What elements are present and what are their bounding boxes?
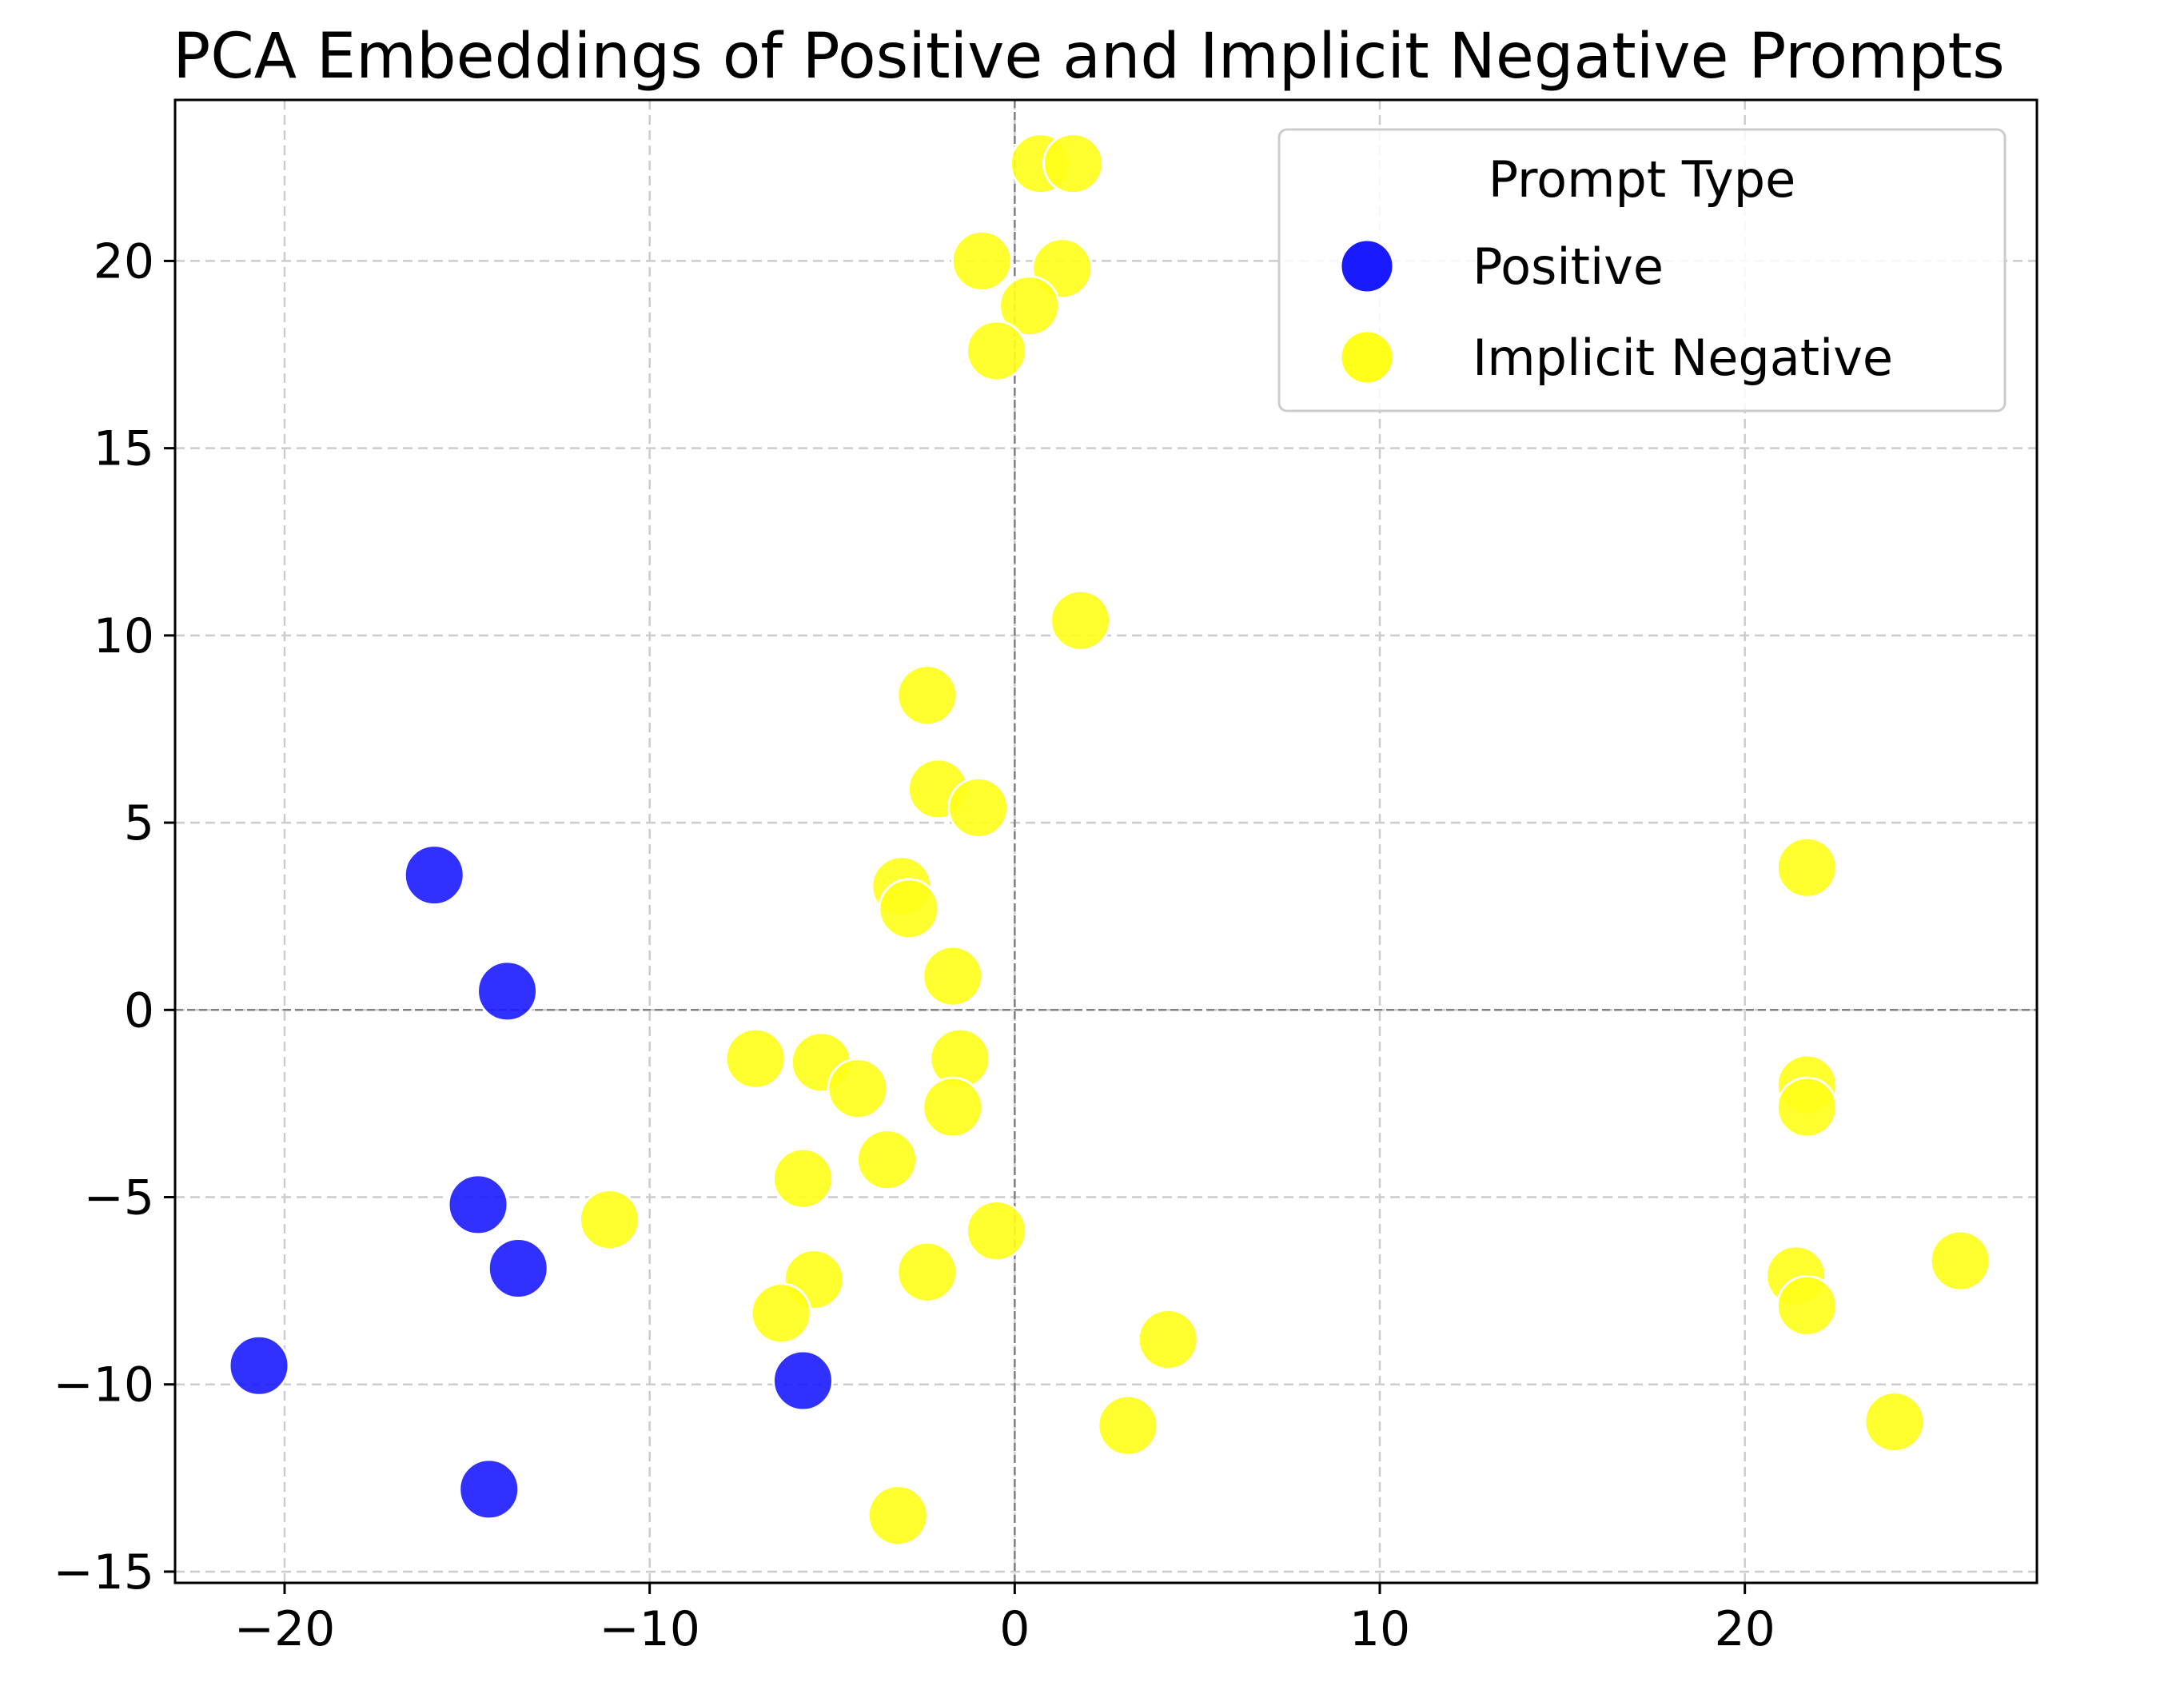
point-implicit-negative [878, 878, 940, 940]
point-implicit-negative [771, 1147, 834, 1210]
data-points [228, 133, 1991, 1547]
y-tick-label: −5 [84, 1170, 154, 1226]
point-positive [476, 960, 539, 1022]
y-tick-label: 20 [94, 233, 154, 289]
y-tick-label: 10 [94, 608, 154, 664]
point-implicit-negative [1137, 1309, 1199, 1371]
legend-label-implicit-negative: Implicit Negative [1473, 329, 1893, 387]
point-positive [458, 1458, 520, 1521]
x-tick-label: 20 [1714, 1601, 1775, 1657]
point-implicit-negative [1775, 1076, 1838, 1138]
point-implicit-negative [1042, 133, 1104, 195]
point-positive [447, 1174, 509, 1236]
point-positive [771, 1349, 834, 1412]
x-tick-label: −20 [234, 1601, 336, 1657]
y-tick-label: −10 [53, 1357, 154, 1413]
x-tick-label: −10 [599, 1601, 700, 1657]
point-implicit-negative [1050, 589, 1112, 652]
y-tick-label: 0 [124, 982, 154, 1038]
point-implicit-negative [896, 1241, 958, 1303]
point-implicit-negative [922, 945, 984, 1007]
point-implicit-negative [998, 275, 1061, 337]
y-tick-label: 15 [94, 421, 154, 477]
legend-box [1277, 128, 2007, 413]
point-implicit-negative [1929, 1230, 1991, 1292]
chart-title: PCA Embeddings of Positive and Implicit … [173, 21, 2005, 93]
point-positive [403, 844, 465, 907]
point-implicit-negative [951, 229, 1013, 292]
point-implicit-negative [947, 776, 1010, 839]
plot-frame [173, 98, 2039, 1584]
legend-marker-positive [1339, 238, 1395, 294]
point-implicit-negative [922, 1076, 984, 1138]
point-positive [228, 1334, 290, 1397]
point-implicit-negative [856, 1129, 918, 1191]
legend: Prompt Type Positive Implicit Negative [1277, 128, 2007, 413]
x-tick-label: 10 [1349, 1601, 1410, 1657]
y-tick-label: 5 [124, 795, 154, 851]
point-implicit-negative [750, 1282, 812, 1345]
point-implicit-negative [1775, 836, 1838, 899]
point-implicit-negative [1863, 1391, 1926, 1453]
point-implicit-negative [1775, 1274, 1838, 1337]
point-implicit-negative [966, 1200, 1027, 1262]
point-implicit-negative [896, 664, 958, 727]
point-positive [487, 1238, 549, 1300]
x-axis-ticks: −20 −10 0 10 20 [234, 1583, 1775, 1657]
x-tick-label: 0 [999, 1601, 1030, 1657]
legend-title: Prompt Type [1489, 150, 1796, 209]
point-implicit-negative [1097, 1394, 1159, 1457]
point-implicit-negative [724, 1027, 787, 1090]
point-implicit-negative [827, 1058, 889, 1120]
y-axis-ticks: −15 −10 −5 0 5 10 15 20 [53, 233, 175, 1600]
legend-marker-implicit-negative [1339, 329, 1395, 385]
y-tick-label: −15 [53, 1544, 154, 1600]
point-implicit-negative [966, 320, 1027, 382]
point-implicit-negative [578, 1189, 640, 1251]
point-implicit-negative [867, 1485, 929, 1547]
legend-label-positive: Positive [1473, 237, 1664, 296]
